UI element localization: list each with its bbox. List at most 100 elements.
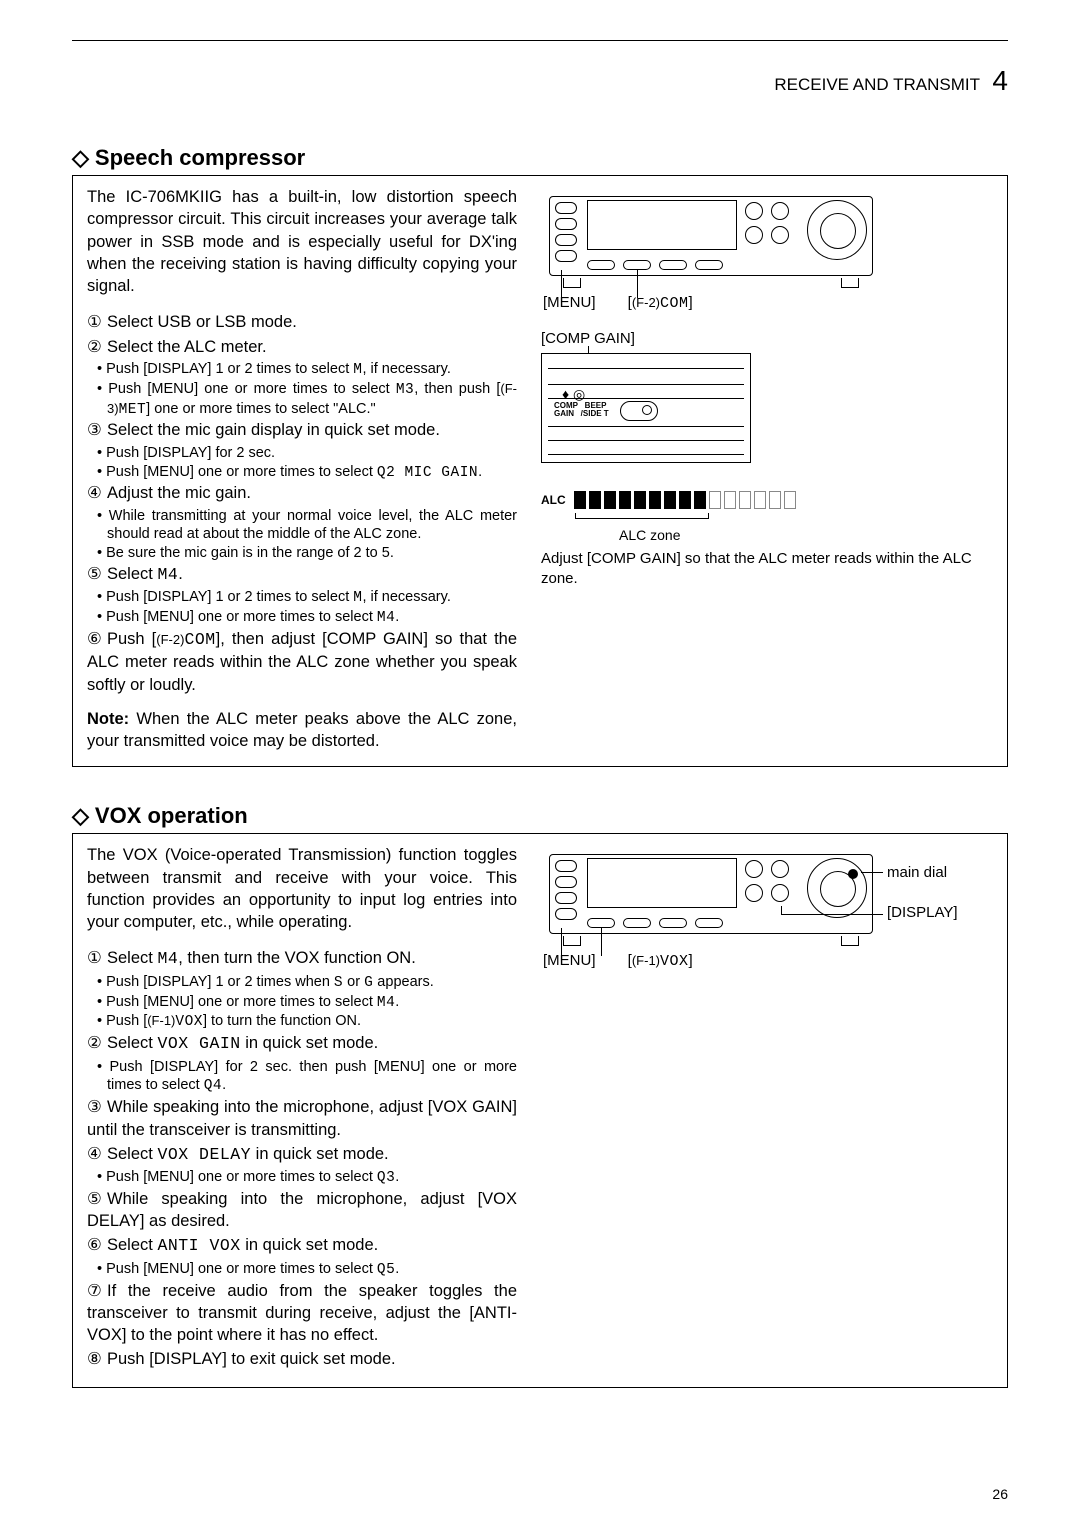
- v1a1c: appears.: [373, 974, 433, 990]
- v1: Select: [107, 949, 157, 967]
- v1a1m1: S: [334, 975, 343, 991]
- diamond-icon: ◇: [72, 145, 89, 170]
- speech-title: ◇Speech compressor: [72, 145, 1008, 171]
- chapter-number: 4: [992, 65, 1008, 96]
- meter-gain: GAIN: [554, 409, 574, 418]
- page-number: 26: [992, 1486, 1008, 1502]
- v1a3f: (F-1): [147, 1013, 175, 1028]
- s3bm: Q2 MIC GAIN: [377, 465, 478, 481]
- s2bm: M3: [396, 382, 414, 398]
- s3b2: .: [478, 464, 482, 480]
- diamond-icon: ◇: [72, 803, 89, 828]
- vox-title: ◇VOX operation: [72, 803, 1008, 829]
- f1m-label: VOX: [660, 953, 689, 970]
- alc-meter: ALC: [541, 491, 993, 509]
- page-header: RECEIVE AND TRANSMIT 4: [72, 65, 1008, 97]
- vox-title-text: VOX operation: [95, 803, 248, 828]
- step-5: Select: [107, 565, 157, 583]
- s3a: Push [DISPLAY] for 2 sec.: [106, 445, 275, 461]
- speech-intro: The IC-706MKIIG has a built-in, low dist…: [87, 186, 517, 297]
- alc-note: Adjust [COMP GAIN] so that the ALC meter…: [541, 549, 993, 588]
- f1-label: (F-1): [632, 953, 660, 968]
- v4: Select: [107, 1145, 157, 1163]
- v2a: Push [DISPLAY] for 2 sec. then push [MEN…: [107, 1059, 517, 1094]
- vox-left-col: The VOX (Voice-operated Transmission) fu…: [87, 844, 517, 1372]
- v8: Push [DISPLAY] to exit quick set mode.: [107, 1350, 396, 1368]
- f2m-label: COM: [660, 295, 689, 312]
- compgain-meter: ♦ ◎ COMP BEEP GAIN /SIDE T: [541, 353, 751, 463]
- v6b: in quick set mode.: [241, 1236, 379, 1254]
- s4a: While transmitting at your normal voice …: [107, 508, 517, 543]
- vox-steps: ①Select M4, then turn the VOX function O…: [87, 947, 517, 1370]
- v1a3: Push [: [106, 1013, 147, 1029]
- vox-intro: The VOX (Voice-operated Transmission) fu…: [87, 844, 517, 933]
- v1m: M4: [157, 949, 178, 968]
- v4b: in quick set mode.: [251, 1145, 389, 1163]
- v4am: Q3: [377, 1170, 395, 1186]
- step-1: Select USB or LSB mode.: [107, 313, 297, 331]
- compgain-label: [COMP GAIN]: [541, 330, 993, 347]
- v4m: VOX DELAY: [157, 1145, 251, 1164]
- step-2: Select the ALC meter.: [107, 338, 267, 356]
- s5b: .: [178, 565, 183, 583]
- v6am: Q5: [377, 1262, 395, 1278]
- v2b: in quick set mode.: [241, 1034, 379, 1052]
- top-rule: [72, 40, 1008, 41]
- v1a1m2: G: [364, 975, 373, 991]
- v3: While speaking into the microphone, adju…: [87, 1098, 517, 1138]
- s2a2: , if necessary.: [362, 361, 450, 377]
- v1b: , then turn the VOX function ON.: [178, 949, 416, 967]
- s2b3: ] one or more times to select "ALC.": [146, 401, 376, 417]
- v6: Select: [107, 1236, 157, 1254]
- note-label: Note:: [87, 710, 129, 728]
- s2b: Push [MENU] one or more times to select: [108, 381, 396, 397]
- v2a2: .: [222, 1077, 226, 1093]
- s4b: Be sure the mic gain is in the range of …: [106, 545, 394, 561]
- v6a: Push [MENU] one or more times to select: [106, 1261, 377, 1277]
- v4a2: .: [395, 1169, 399, 1185]
- speech-right-col: [MENU] [(F-2)COM] [COMP GAIN] ♦ ◎ COMP B…: [541, 186, 993, 752]
- main-dial-label: main dial: [887, 864, 947, 881]
- step-6a: Push [: [107, 630, 156, 648]
- s6f: (F-2): [156, 632, 184, 647]
- v1a1b: or: [343, 974, 364, 990]
- v1a1: Push [DISPLAY] 1 or 2 times when: [106, 974, 334, 990]
- v1a2m: M4: [377, 995, 395, 1011]
- s3b: Push [MENU] one or more times to select: [106, 464, 377, 480]
- alc-label: ALC: [541, 493, 566, 507]
- s5a2m: M4: [377, 610, 395, 626]
- s6m: COM: [184, 630, 215, 649]
- v4a: Push [MENU] one or more times to select: [106, 1169, 377, 1185]
- s5a12: , if necessary.: [362, 589, 450, 605]
- vox-menu-label: [MENU]: [543, 952, 596, 969]
- s2a: Push [DISPLAY] 1 or 2 times to select: [106, 361, 353, 377]
- speech-steps: ①Select USB or LSB mode. ②Select the ALC…: [87, 311, 517, 696]
- v5: While speaking into the microphone, adju…: [87, 1190, 517, 1230]
- s2bm2: MET: [119, 402, 147, 418]
- v6a2: .: [395, 1261, 399, 1277]
- speech-left-col: The IC-706MKIIG has a built-in, low dist…: [87, 186, 517, 752]
- v6m: ANTI VOX: [157, 1236, 240, 1255]
- s5m: M4: [157, 565, 178, 584]
- speech-section: The IC-706MKIIG has a built-in, low dist…: [72, 175, 1008, 767]
- step-4: Adjust the mic gain.: [107, 484, 251, 502]
- vox-right-col: main dial [DISPLAY] [MENU] [(F-1)VOX]: [541, 844, 993, 1372]
- s5a1: Push [DISPLAY] 1 or 2 times to select: [106, 589, 353, 605]
- speech-note: Note: When the ALC meter peaks above the…: [87, 708, 517, 753]
- section-name: RECEIVE AND TRANSMIT: [774, 75, 979, 94]
- radio-diagram-1: [MENU] [(F-2)COM]: [541, 192, 993, 312]
- v2: Select: [107, 1034, 157, 1052]
- v2m: VOX GAIN: [157, 1034, 240, 1053]
- menu-label: [MENU]: [543, 294, 596, 311]
- step-3: Select the mic gain display in quick set…: [107, 421, 440, 439]
- vox-section: The VOX (Voice-operated Transmission) fu…: [72, 833, 1008, 1387]
- s5a22: .: [395, 609, 399, 625]
- speech-title-text: Speech compressor: [95, 145, 305, 170]
- v1a3b: ] to turn the function ON.: [203, 1013, 361, 1029]
- alc-zone-label: ALC zone: [619, 527, 993, 543]
- s5a2: Push [MENU] one or more times to select: [106, 609, 377, 625]
- v2am: Q4: [204, 1078, 222, 1094]
- v1a2: Push [MENU] one or more times to select: [106, 994, 377, 1010]
- meter-side: /SIDE T: [581, 409, 609, 418]
- v1a3m: VOX: [175, 1014, 203, 1030]
